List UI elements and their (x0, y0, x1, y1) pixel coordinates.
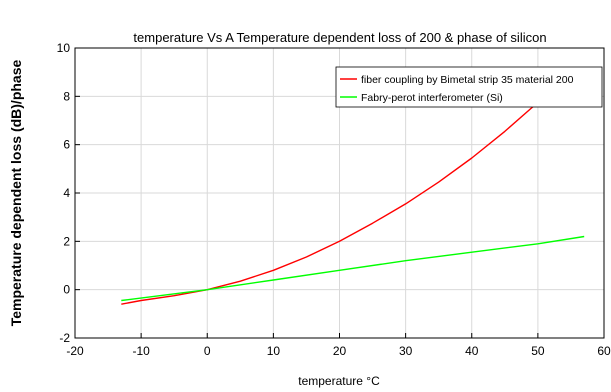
x-tick-label: 50 (531, 344, 545, 358)
legend-box (335, 66, 603, 108)
y-tick-label: 2 (63, 234, 70, 248)
legend-label-fiber: fiber coupling by Bimetal strip 35 mater… (361, 74, 574, 86)
y-tick-label: 0 (63, 283, 70, 297)
plot-frame (74, 47, 605, 339)
y-tick-label: 10 (57, 41, 71, 55)
y-tick-labels: -2 0 2 4 6 8 10 (57, 41, 71, 345)
x-tick-label: -10 (132, 344, 150, 358)
y-tick-label: 6 (63, 138, 70, 152)
chart-title: temperature Vs A Temperature dependent l… (133, 30, 546, 45)
y-axis-label: Temperature dependent loss (dB)/phase (8, 60, 24, 327)
x-tick-label: 10 (267, 344, 281, 358)
x-axis-label: temperature °C (298, 374, 380, 388)
x-tick-labels: -20 -10 0 10 20 30 40 50 60 (66, 344, 611, 358)
legend: fiber coupling by Bimetal strip 35 mater… (335, 66, 603, 108)
x-tick-label: -20 (66, 344, 84, 358)
series-lines (121, 89, 585, 305)
x-tick-label: 20 (333, 344, 347, 358)
y-tick-label: -2 (59, 331, 70, 345)
series-line-fabry-perot (121, 235, 585, 302)
x-tick-label: 60 (597, 344, 611, 358)
y-tick-label: 4 (63, 186, 70, 200)
x-tick-label: 40 (465, 344, 479, 358)
x-tick-label: 30 (399, 344, 413, 358)
legend-label-fabry: Fabry-perot interferometer (Si) (361, 92, 503, 104)
x-tick-label: 0 (204, 344, 211, 358)
series-line-fiber-coupling (121, 89, 552, 305)
y-tick-label: 8 (63, 89, 70, 103)
